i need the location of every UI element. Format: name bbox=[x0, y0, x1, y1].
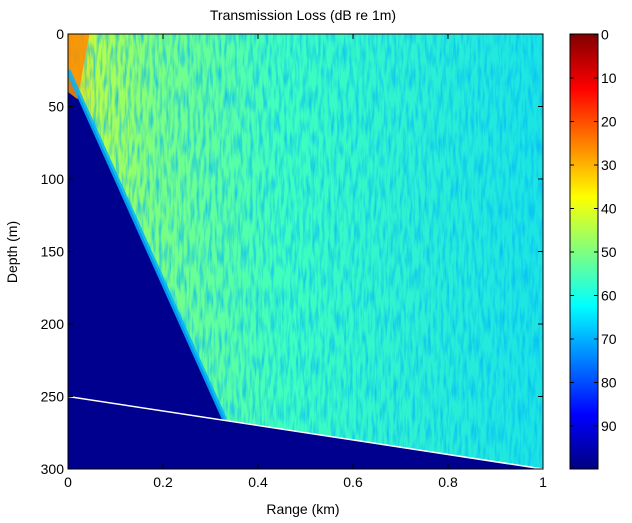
y-axis-label: Depth (m) bbox=[4, 221, 20, 283]
x-tick-label: 0.6 bbox=[343, 474, 363, 490]
chart-title: Transmission Loss (dB re 1m) bbox=[210, 7, 396, 23]
colorbar-tick-label: 10 bbox=[601, 70, 617, 86]
shadow-zone-edge bbox=[68, 69, 228, 421]
colorbar bbox=[569, 33, 599, 470]
interference-pattern bbox=[68, 34, 543, 469]
colorbar-tick-label: 60 bbox=[601, 288, 617, 304]
bottom-boundary-line bbox=[68, 395, 543, 469]
colorbar-tick-label: 70 bbox=[601, 331, 617, 347]
colorbar-tick-label: 50 bbox=[601, 244, 617, 260]
y-tick-label: 0 bbox=[56, 26, 64, 42]
y-tick-label: 200 bbox=[41, 316, 65, 332]
x-axis-ticks: 0 0.2 0.4 0.6 0.8 1 bbox=[64, 34, 547, 490]
x-axis-label: Range (km) bbox=[266, 501, 339, 517]
colorbar-tick-label: 20 bbox=[601, 114, 617, 130]
y-axis-ticks: 0 50 100 150 200 250 300 bbox=[41, 26, 543, 477]
colorbar-tick-label: 40 bbox=[601, 201, 617, 217]
colorbar-tick-label: 90 bbox=[601, 418, 617, 434]
colorbar-tick-label: 30 bbox=[601, 157, 617, 173]
colorbar-tick-label: 80 bbox=[601, 375, 617, 391]
x-tick-label: 0.8 bbox=[438, 474, 458, 490]
x-tick-label: 0.2 bbox=[153, 474, 173, 490]
y-tick-label: 50 bbox=[48, 99, 64, 115]
x-tick-label: 0.4 bbox=[248, 474, 268, 490]
y-tick-label: 100 bbox=[41, 171, 65, 187]
y-tick-label: 250 bbox=[41, 389, 65, 405]
x-tick-label: 0 bbox=[64, 474, 72, 490]
colorbar-ticks: 0 10 20 30 40 50 60 70 80 90 bbox=[570, 27, 617, 434]
y-tick-label: 300 bbox=[41, 461, 65, 477]
plot-area bbox=[68, 34, 543, 469]
colorbar-tick-label: 0 bbox=[601, 27, 609, 43]
x-tick-label: 1 bbox=[539, 474, 547, 490]
y-tick-label: 150 bbox=[41, 244, 65, 260]
